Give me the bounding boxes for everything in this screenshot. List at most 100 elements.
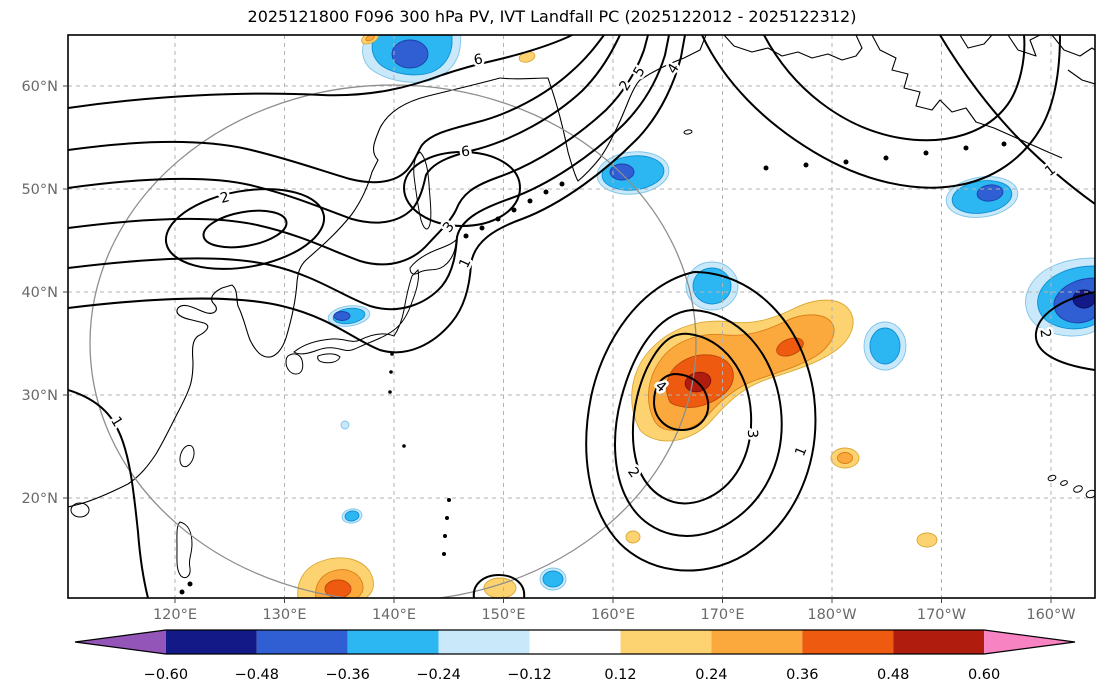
- x-tick-label: 180°W: [807, 607, 856, 623]
- coastlines: [68, 35, 1095, 595]
- island-sakhalin: [413, 151, 432, 230]
- colorbar-under-arrow: [75, 630, 166, 654]
- colorbar-over-arrow: [984, 630, 1075, 654]
- contour-label: 1: [1042, 162, 1059, 180]
- island-hawaii: [1047, 474, 1057, 482]
- colorbar-segment: [802, 630, 894, 654]
- y-tick-label: 60°N: [21, 79, 58, 95]
- colorbar-outline: [74, 629, 1076, 655]
- contour-line: [202, 209, 288, 249]
- island-dot: [442, 552, 446, 556]
- contour-label: 6: [461, 144, 471, 161]
- island-commander: [683, 129, 693, 135]
- contour-line: [631, 332, 753, 505]
- island-hawaii: [1073, 485, 1083, 493]
- y-tick-label: 20°N: [21, 491, 58, 507]
- contour-label: 6: [473, 51, 485, 68]
- colorbar-tick-label: 0.48: [877, 667, 909, 683]
- contour-line: [68, 35, 649, 266]
- anomaly-shape: [542, 570, 564, 588]
- contour-line: [164, 188, 326, 270]
- island-dot: [187, 581, 193, 587]
- contour-label: 2: [219, 189, 232, 207]
- contour-line: [68, 35, 670, 311]
- coastline-path: [1067, 69, 1095, 85]
- coastline-path: [1007, 35, 1041, 57]
- gridlines: [68, 35, 1095, 598]
- contour-label: 2: [1036, 328, 1053, 339]
- anomaly-shape: [692, 267, 732, 305]
- island-dot: [963, 145, 969, 151]
- x-tick-labels: 120°E 130°E 140°E 150°E 160°E 170°E 180°…: [153, 607, 1076, 623]
- colorbar-segment: [256, 630, 348, 654]
- y-tick-label: 40°N: [21, 285, 58, 301]
- contour-line: [939, 35, 1095, 205]
- island-dot: [543, 189, 549, 195]
- colorbar-tick-label: 0.60: [968, 667, 1000, 683]
- island-hawaii: [1085, 489, 1095, 499]
- island-dot: [179, 589, 185, 595]
- island-dot: [479, 225, 485, 231]
- x-tick-label: 140°E: [372, 607, 416, 623]
- island-dot: [527, 198, 533, 204]
- figure-title: 2025121800 F096 300 hPa PV, IVT Landfall…: [248, 7, 857, 26]
- pv-contours: [68, 35, 1095, 598]
- contour-line: [585, 271, 817, 572]
- contour-label: 1: [792, 444, 810, 458]
- x-tick-label: 170°W: [917, 607, 966, 623]
- island-taiwan: [179, 444, 195, 468]
- x-tick-label: 120°E: [153, 607, 197, 623]
- colorbar-segment: [529, 630, 621, 654]
- x-tick-label: 150°E: [481, 607, 525, 623]
- island-dot: [763, 165, 769, 171]
- colorbar-segment: [620, 630, 712, 654]
- contour-line: [614, 309, 783, 537]
- island-dot: [445, 516, 449, 520]
- contour-line: [472, 574, 526, 598]
- colorbar-segment: [893, 630, 985, 654]
- x-tick-label: 170°E: [700, 607, 744, 623]
- island-dot: [1001, 141, 1007, 147]
- island-dot: [402, 444, 406, 448]
- colorbar-segment: [711, 630, 803, 654]
- axis-ticks: [63, 85, 1052, 603]
- island-kyushu: [285, 353, 304, 375]
- island-dot: [443, 534, 447, 538]
- colorbar-segment: [347, 630, 439, 654]
- colorbar-tick-label: 0.24: [695, 667, 727, 683]
- anomaly-shape: [837, 452, 853, 464]
- contour-label: 5: [630, 64, 648, 80]
- island-honshu: [293, 268, 419, 355]
- y-tick-label: 50°N: [21, 182, 58, 198]
- island-dot: [803, 162, 809, 168]
- colorbar-tick-label: −0.12: [507, 667, 551, 683]
- anomaly-shape: [340, 420, 350, 430]
- x-tick-label: 160°W: [1026, 607, 1075, 623]
- island-dot: [463, 233, 469, 239]
- contour-line: [68, 35, 605, 184]
- island-dot: [511, 207, 517, 213]
- shaded-anomalies: [297, 35, 1095, 598]
- x-tick-label: 130°E: [262, 607, 306, 623]
- island-luzon: [176, 521, 193, 579]
- island-dot: [883, 155, 889, 161]
- contour-line: [653, 373, 710, 431]
- anomaly-shape: [333, 311, 351, 321]
- contour-label: 2: [624, 464, 642, 480]
- contour-line: [68, 389, 149, 598]
- colorbar-tick-labels: −0.60 −0.48 −0.36 −0.24 −0.12 0.12 0.24 …: [144, 667, 1001, 683]
- coastline-path: [871, 35, 1063, 159]
- island-dot: [447, 498, 451, 502]
- colorbar-segment: [165, 630, 257, 654]
- island-hawaii: [1060, 480, 1068, 486]
- anomaly-shape: [916, 532, 938, 548]
- colorbar-tick-label: −0.60: [144, 667, 188, 683]
- coastline-path: [68, 77, 501, 508]
- contour-label: 3: [744, 429, 760, 438]
- anomaly-shape: [625, 530, 641, 544]
- y-tick-labels: 60°N 50°N 40°N 30°N 20°N: [21, 79, 58, 507]
- colorbar-tick-label: −0.24: [416, 667, 460, 683]
- colorbar-tick-label: −0.48: [235, 667, 279, 683]
- contour-line: [701, 35, 1061, 189]
